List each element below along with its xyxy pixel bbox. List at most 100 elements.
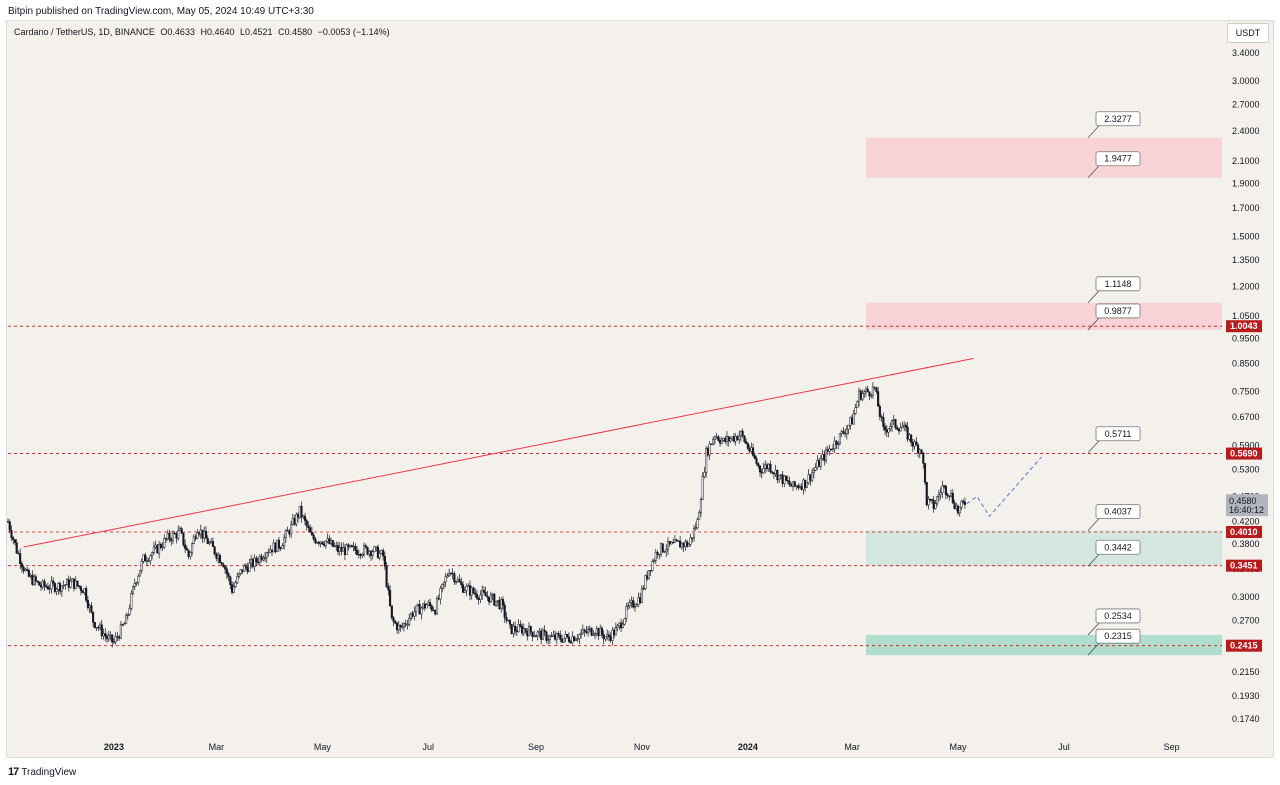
- candle-body: [651, 560, 654, 571]
- candle-body: [927, 498, 930, 506]
- candle-body: [717, 436, 720, 441]
- x-tick-label: May: [950, 742, 968, 752]
- candle-body: [312, 534, 315, 540]
- y-tick-label: 0.3000: [1232, 592, 1260, 602]
- candle-body: [253, 557, 256, 567]
- candle-body: [250, 558, 253, 564]
- candle-body: [192, 536, 195, 545]
- candle-body: [845, 428, 848, 435]
- candle-body: [830, 448, 833, 451]
- candle-body: [694, 527, 697, 529]
- candle-body: [434, 610, 437, 615]
- candle-body: [653, 560, 656, 562]
- candle-body: [173, 532, 176, 535]
- candle-body: [944, 485, 947, 495]
- candle-body: [291, 518, 294, 525]
- candle-body: [274, 542, 277, 553]
- candle-body: [599, 627, 602, 637]
- candle-body: [449, 572, 452, 575]
- candle-body: [585, 630, 588, 633]
- ohlc-open: O0.4633: [160, 27, 195, 37]
- candle-body: [762, 468, 765, 474]
- candle-body: [319, 541, 322, 544]
- candle-body: [866, 388, 869, 393]
- level-badge-label: 0.4010: [1230, 527, 1258, 537]
- candle-body: [126, 614, 129, 616]
- candle-body: [501, 599, 505, 606]
- candle-body: [479, 594, 482, 601]
- candle-body: [699, 499, 703, 513]
- candle-body: [359, 553, 362, 556]
- candle-body: [686, 541, 689, 547]
- candle-body: [394, 621, 397, 624]
- candle-body: [187, 549, 190, 557]
- callout-box: [1095, 539, 1141, 555]
- ohlc-high: H0.4640: [200, 27, 235, 37]
- candle-body: [906, 426, 909, 440]
- candle-body: [175, 533, 178, 539]
- tradingview-logo-text: TradingView: [21, 766, 77, 778]
- candle-body: [635, 604, 638, 607]
- candle-body: [849, 417, 852, 426]
- candle-body: [448, 573, 451, 576]
- candle-body: [300, 505, 303, 518]
- candle-body: [255, 557, 258, 562]
- candle-body: [644, 575, 647, 589]
- candle-body: [316, 541, 319, 544]
- candle-body: [415, 605, 418, 613]
- candle-body: [62, 585, 65, 587]
- candle-body: [328, 538, 331, 544]
- candle-body: [595, 628, 598, 634]
- candle-body: [545, 631, 548, 641]
- candle-body: [345, 544, 348, 555]
- candle-body: [562, 637, 565, 643]
- candle-body: [206, 538, 209, 545]
- candle-body: [302, 515, 305, 518]
- candle-body: [877, 391, 880, 407]
- candle-body: [757, 463, 760, 467]
- candle-body: [889, 426, 892, 430]
- candle-body: [503, 604, 506, 618]
- candle-body: [288, 530, 291, 535]
- currency-selector[interactable]: USDT: [1227, 23, 1269, 43]
- candle-body: [105, 636, 109, 640]
- candle-body: [682, 542, 685, 547]
- candle-body: [239, 569, 242, 574]
- candle-body: [389, 589, 392, 607]
- candle-body: [152, 546, 155, 554]
- candle-body: [930, 498, 934, 501]
- candle-body: [580, 632, 583, 635]
- candle-body: [646, 575, 649, 579]
- candle-body: [510, 624, 513, 634]
- candle-body: [180, 528, 183, 534]
- candle-body: [659, 543, 663, 555]
- candle-body: [604, 636, 607, 640]
- candle-body: [918, 449, 921, 454]
- candle-body: [904, 424, 907, 428]
- candle-body: [277, 539, 280, 549]
- candle-body: [517, 624, 520, 633]
- symbol-name[interactable]: Cardano / TetherUS, 1D, BINANCE: [14, 27, 155, 37]
- candle-body: [97, 626, 100, 629]
- x-tick-label: Sep: [1164, 742, 1180, 752]
- candle-body: [119, 624, 122, 639]
- candle-body: [588, 627, 591, 630]
- candle-body: [430, 605, 433, 611]
- candle-body: [600, 627, 604, 635]
- demand-zone: [865, 530, 1222, 567]
- candle-body: [338, 547, 341, 552]
- candle-body: [15, 542, 18, 554]
- candle-body: [163, 538, 166, 548]
- candle-body: [441, 583, 444, 589]
- candle-body: [74, 580, 77, 589]
- candle-body: [522, 628, 525, 634]
- candle-body: [578, 634, 581, 639]
- y-tick-label: 2.4000: [1232, 126, 1260, 136]
- candle-body: [244, 565, 247, 568]
- candle-body: [57, 583, 60, 590]
- candle-body: [246, 566, 249, 572]
- candle-body: [679, 540, 682, 548]
- candle-body: [375, 546, 378, 548]
- callout-box: [1095, 426, 1141, 442]
